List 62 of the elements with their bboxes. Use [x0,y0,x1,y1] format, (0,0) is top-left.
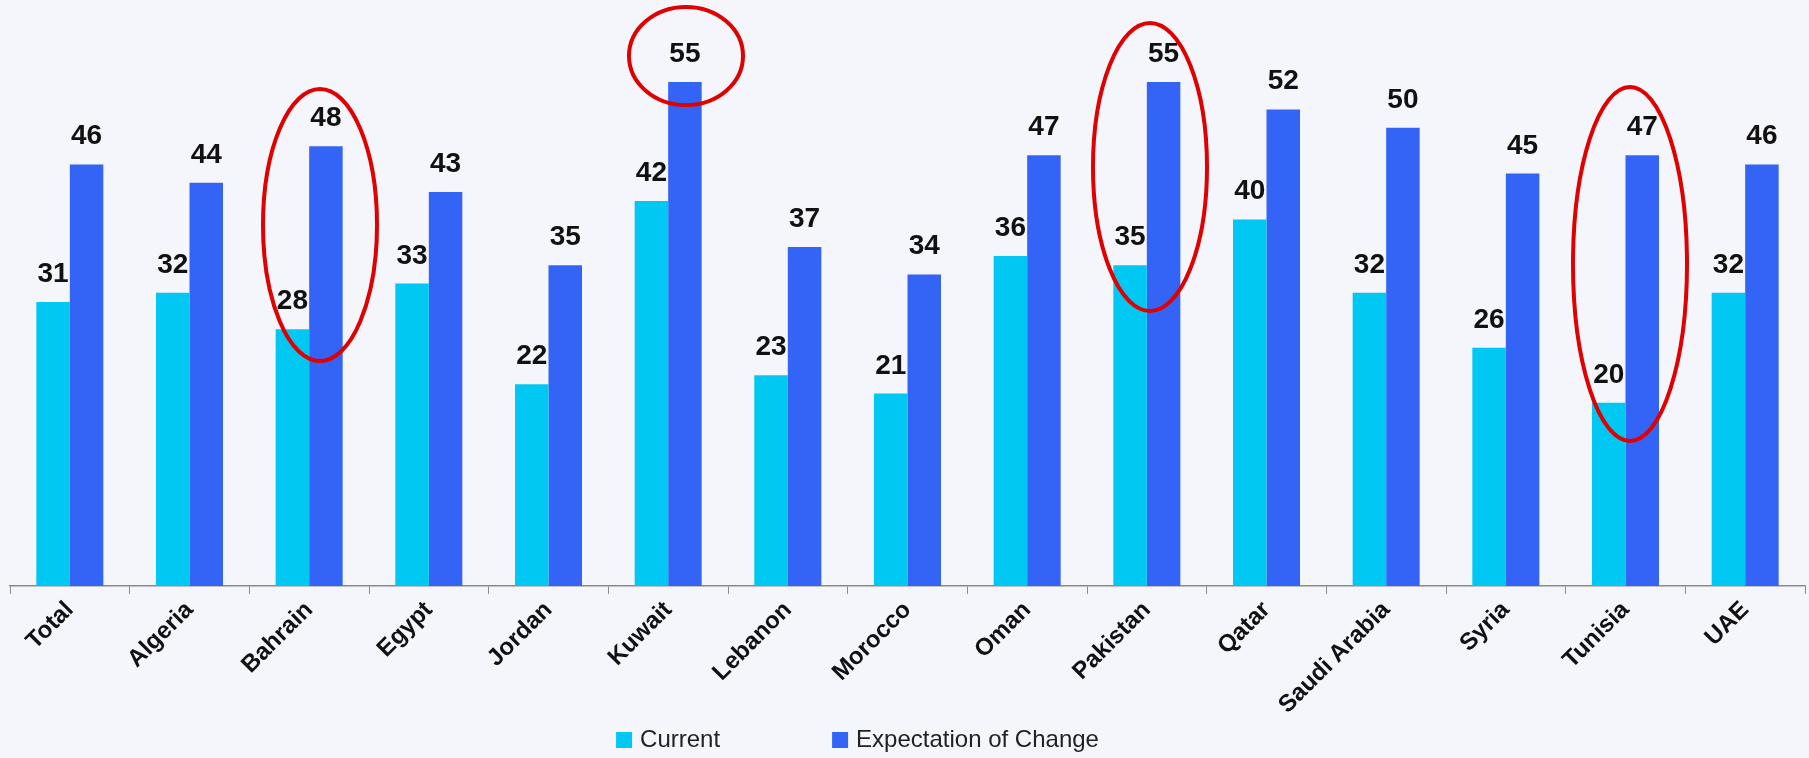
data-label: 55 [1148,37,1180,68]
data-label: 46 [1746,119,1778,151]
bar [395,283,429,586]
bar [548,265,583,586]
data-label: 44 [190,137,223,169]
bar [1745,164,1779,586]
data-label: 48 [310,101,342,133]
bar [907,274,942,586]
data-label: 55 [669,37,701,68]
bar [1146,82,1181,586]
bar [754,375,788,586]
bar [189,182,224,586]
data-label: 20 [1593,357,1625,389]
bar [993,256,1028,586]
data-label: 28 [276,284,308,316]
bar [1711,292,1746,586]
bar [275,329,310,586]
data-label: 37 [789,201,821,233]
data-label: 47 [1626,110,1658,142]
data-label: 47 [1028,110,1060,142]
data-label: 35 [549,220,581,252]
bar [668,82,702,586]
bar [514,384,549,586]
bar [309,146,343,586]
data-label: 45 [1507,128,1539,160]
data-label: 36 [994,211,1026,243]
bar [1472,347,1506,586]
bar [1352,292,1387,586]
data-label: 40 [1234,174,1266,206]
bar [1027,155,1061,586]
bar [155,292,190,586]
data-label: 46 [71,119,103,151]
bar [1591,402,1626,586]
data-label: 22 [516,339,548,371]
bar [69,164,104,586]
data-label: 23 [755,330,787,362]
data-label: 32 [157,247,189,279]
legend-label: Current [640,724,721,752]
bar [1625,155,1660,586]
data-label: 32 [1353,247,1385,279]
data-label: 42 [635,156,667,188]
bar [1505,173,1540,586]
data-label: 52 [1267,64,1299,96]
data-label: 34 [908,229,941,261]
bar [1113,265,1147,586]
data-label: 33 [396,238,428,270]
bar [873,393,908,586]
bar [787,246,822,586]
bar [1232,219,1267,586]
bar [1266,109,1301,586]
legend-label: Expectation of Change [856,724,1099,752]
bar [634,201,669,586]
data-label: 31 [37,256,69,288]
bar [36,301,70,586]
bar [428,191,463,586]
bar [1386,127,1420,586]
data-label: 35 [1114,220,1146,252]
data-label: 43 [430,146,462,178]
data-label: 32 [1712,247,1744,279]
data-label: 26 [1473,302,1505,334]
data-label: 50 [1387,82,1419,114]
data-label: 21 [875,348,907,380]
